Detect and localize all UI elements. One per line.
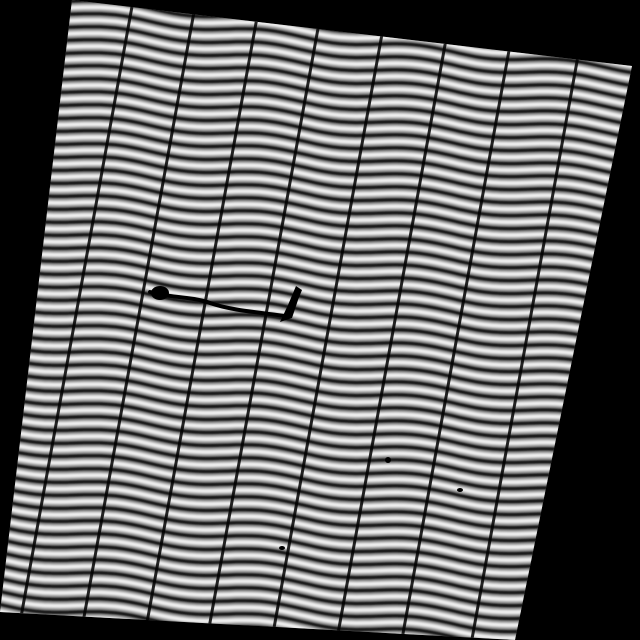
stripe-dark bbox=[0, 585, 632, 640]
stripe-dark bbox=[0, 117, 632, 194]
stripe-dark bbox=[0, 13, 632, 90]
rule-line-5 bbox=[203, 0, 327, 640]
stripe-light bbox=[0, 357, 632, 435]
stripe-dark bbox=[0, 273, 632, 350]
stripe-dark bbox=[0, 39, 632, 116]
stripe-dark bbox=[0, 312, 632, 389]
stripe-light bbox=[0, 383, 632, 461]
speck-1 bbox=[385, 457, 391, 463]
stripe-light bbox=[0, 84, 632, 162]
vertical-rule-lines bbox=[0, 0, 592, 640]
stripe-light bbox=[0, 344, 632, 422]
stripe-dark bbox=[0, 130, 632, 207]
blot-left bbox=[151, 286, 169, 300]
stripe-light bbox=[0, 240, 632, 318]
surface-defects bbox=[148, 286, 463, 550]
stripe-dark bbox=[0, 390, 632, 467]
stripe-dark bbox=[0, 195, 632, 272]
stripe-light bbox=[0, 123, 632, 201]
stripe-light bbox=[0, 45, 632, 123]
stripe-dark bbox=[0, 65, 632, 142]
stripe-light bbox=[0, 422, 632, 500]
stripe-dark bbox=[0, 104, 632, 181]
stripe-light bbox=[0, 136, 632, 214]
stripe-light bbox=[0, 32, 632, 110]
stripe-dark bbox=[0, 260, 632, 337]
stripe-dark bbox=[0, 364, 632, 441]
stripe-light bbox=[0, 227, 632, 305]
stripe-dark bbox=[0, 377, 632, 454]
stripe-dark bbox=[0, 325, 632, 402]
speck-3 bbox=[279, 546, 285, 550]
stripe-dark bbox=[0, 351, 632, 428]
stripe-light bbox=[0, 149, 632, 227]
stripe-light bbox=[0, 305, 632, 383]
stripe-dark bbox=[0, 0, 632, 77]
rule-line-6 bbox=[268, 0, 392, 640]
stripe-dark bbox=[0, 52, 632, 129]
stripe-light bbox=[0, 214, 632, 292]
stripe-dark bbox=[0, 91, 632, 168]
stripe-light bbox=[0, 396, 632, 474]
stripe-dark bbox=[0, 26, 632, 103]
rule-line-7 bbox=[333, 0, 457, 640]
stripe-dark bbox=[0, 299, 632, 376]
stripe-light bbox=[0, 370, 632, 448]
rule-line-4 bbox=[140, 0, 264, 640]
stripe-light bbox=[0, 266, 632, 344]
stripe-dark bbox=[0, 247, 632, 324]
stripe-light bbox=[0, 188, 632, 266]
stripe-light bbox=[0, 110, 632, 188]
stripe-dark bbox=[0, 78, 632, 155]
stripe-dark bbox=[0, 221, 632, 298]
stripe-light bbox=[0, 71, 632, 149]
stripe-dark bbox=[0, 156, 632, 233]
rule-line-9 bbox=[468, 0, 592, 640]
speck-2 bbox=[457, 488, 463, 492]
stripe-dark bbox=[0, 234, 632, 311]
rule-line-8 bbox=[398, 0, 522, 640]
stripe-light bbox=[0, 318, 632, 396]
stripe-dark bbox=[0, 403, 632, 480]
stripe-light bbox=[0, 58, 632, 136]
stripe-light bbox=[0, 253, 632, 331]
crack-mark bbox=[148, 290, 287, 318]
stripe-light bbox=[0, 292, 632, 370]
stripe-light bbox=[0, 279, 632, 357]
blot-right bbox=[280, 286, 302, 322]
stripe-dark bbox=[0, 416, 632, 493]
stripe-dark bbox=[0, 286, 632, 363]
stripe-light bbox=[0, 409, 632, 487]
stripe-light bbox=[0, 19, 632, 97]
rule-line-3 bbox=[76, 0, 200, 640]
stripe-dark bbox=[0, 182, 632, 259]
stripe-light bbox=[0, 6, 632, 84]
stripe-dark bbox=[0, 143, 632, 220]
stripe-light bbox=[0, 97, 632, 175]
rule-line-2 bbox=[13, 0, 137, 640]
